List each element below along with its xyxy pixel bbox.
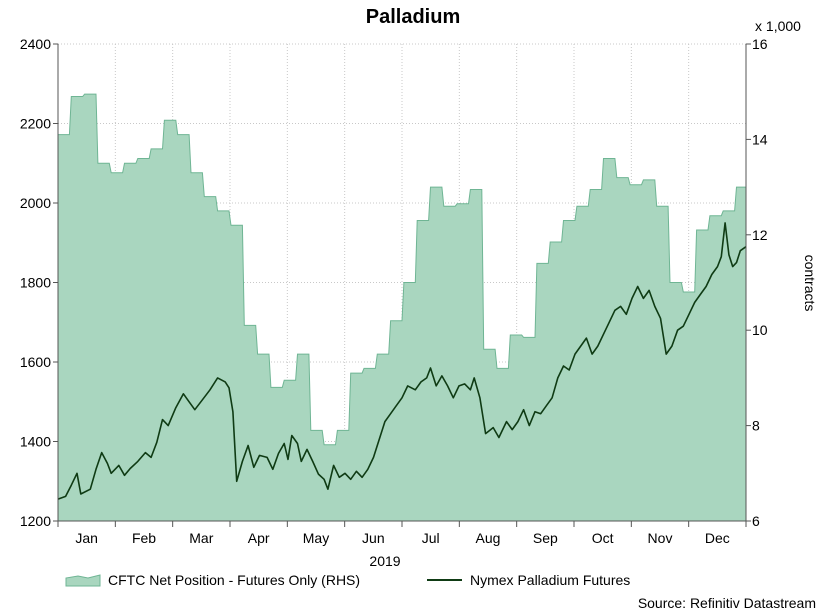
left-tick-label: 1200	[20, 513, 51, 529]
left-tick-label: 2200	[20, 116, 51, 132]
month-label: Jul	[422, 530, 440, 546]
month-label: Dec	[705, 530, 730, 546]
left-tick-label: 2400	[20, 36, 51, 52]
left-tick-label: 2000	[20, 195, 51, 211]
right-tick-label: 6	[752, 513, 760, 529]
month-label: Jan	[75, 530, 98, 546]
legend-area-swatch	[65, 574, 101, 587]
month-label: Oct	[592, 530, 614, 546]
month-label: Jun	[362, 530, 385, 546]
left-tick-label: 1600	[20, 354, 51, 370]
month-label: Mar	[189, 530, 213, 546]
legend: CFTC Net Position - Futures Only (RHS) N…	[65, 572, 630, 588]
legend-nymex-label: Nymex Palladium Futures	[470, 572, 630, 588]
source-note: Source: Refinitiv Datastream	[638, 595, 816, 611]
month-label: Apr	[248, 530, 270, 546]
month-label: Aug	[476, 530, 501, 546]
right-tick-label: 14	[752, 131, 768, 147]
left-tick-label: 1400	[20, 434, 51, 450]
month-label: Nov	[648, 530, 673, 546]
right-tick-label: 8	[752, 418, 760, 434]
legend-cftc-label: CFTC Net Position - Futures Only (RHS)	[108, 572, 360, 588]
right-tick-label: 12	[752, 227, 768, 243]
x-axis-ticks: Jan Feb Mar Apr May Jun Jul Aug Sep Oct Nov Dec	[57, 521, 747, 546]
chart-title: Palladium	[366, 6, 460, 28]
left-axis-ticks: 1200 1400 1600 1800 2000 2200 2400	[20, 36, 58, 529]
right-axis-multiplier: x 1,000	[755, 18, 801, 34]
month-label: Feb	[132, 530, 156, 546]
year-label: 2019	[369, 553, 400, 569]
cftc-area-layer	[57, 93, 747, 522]
cftc-net-position-area	[57, 93, 747, 522]
right-axis-ticks: 6 8 10 12 14 16	[746, 36, 768, 529]
month-label: Sep	[533, 530, 558, 546]
right-tick-label: 10	[752, 322, 768, 338]
right-tick-label: 16	[752, 36, 768, 52]
right-axis-label: contracts	[802, 255, 818, 312]
nymex-palladium-line	[57, 222, 747, 500]
nymex-line-layer	[57, 222, 747, 500]
left-tick-label: 1800	[20, 275, 51, 291]
month-label: May	[303, 530, 329, 546]
